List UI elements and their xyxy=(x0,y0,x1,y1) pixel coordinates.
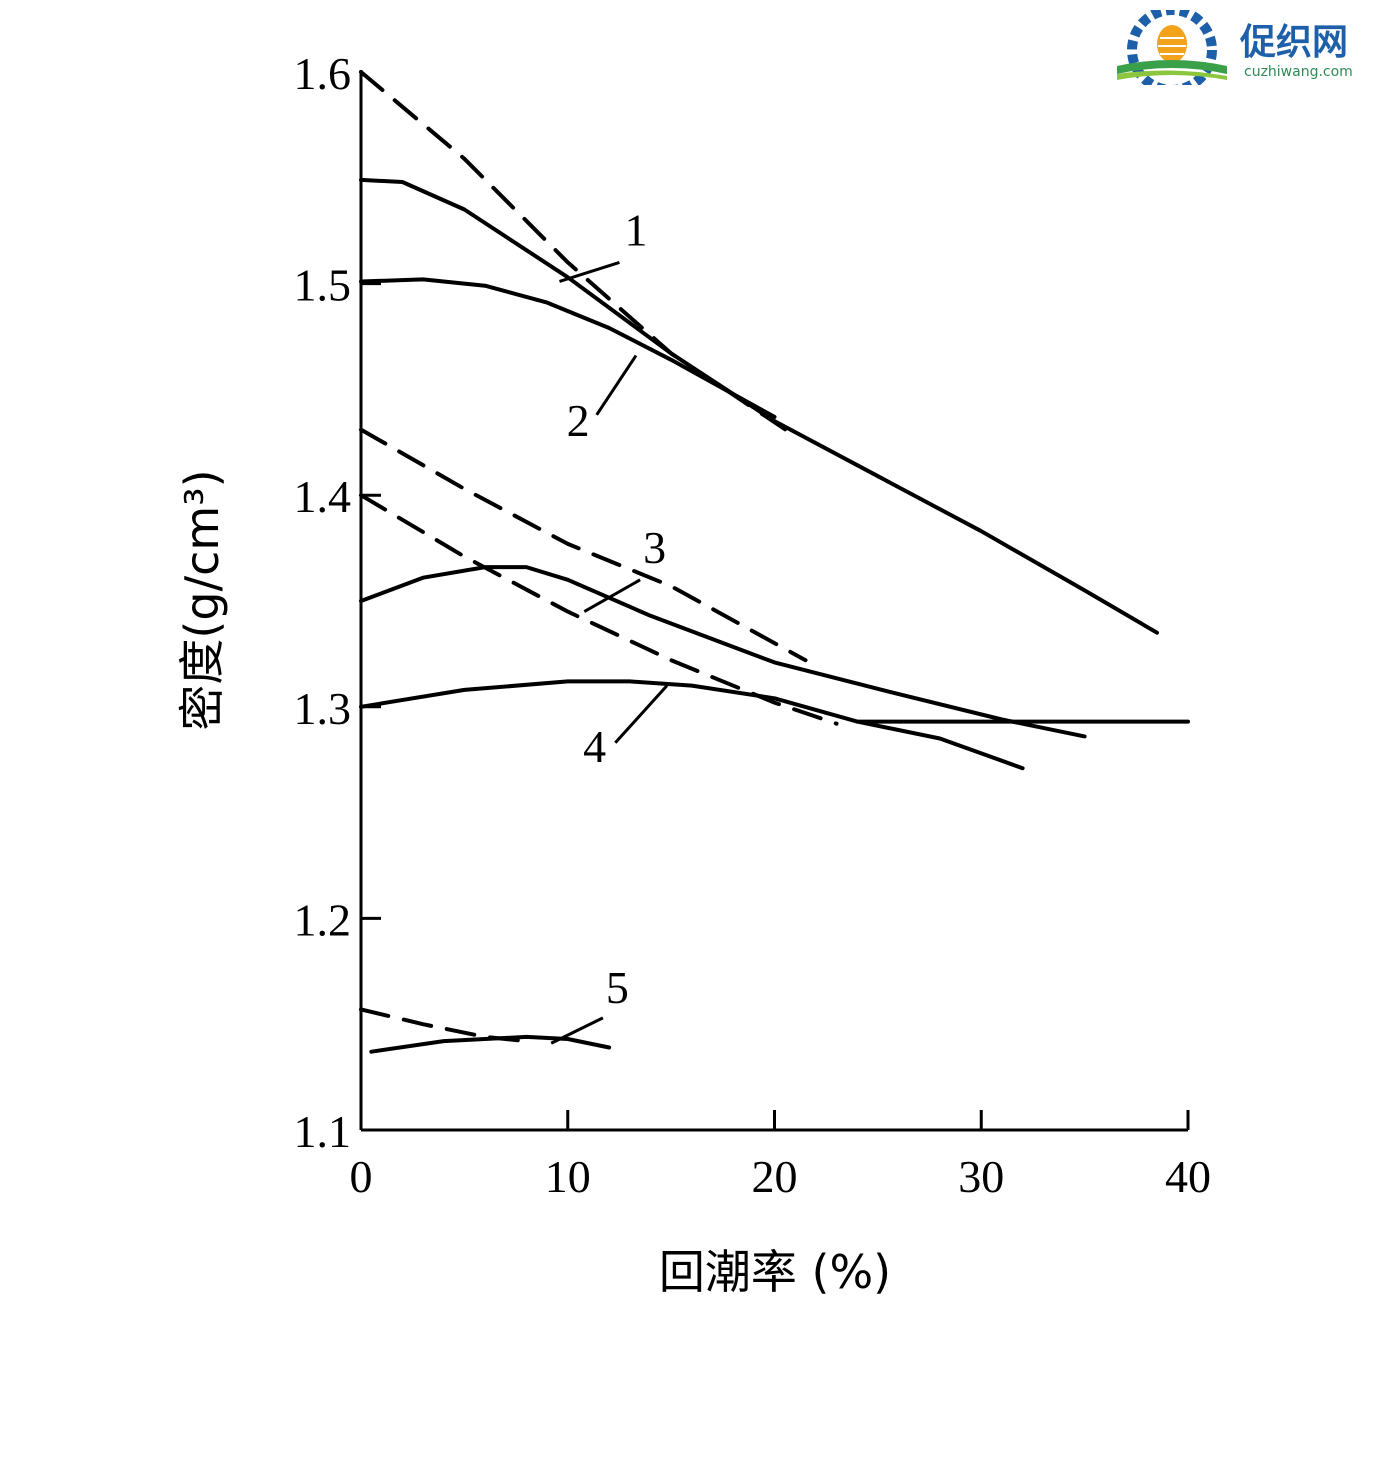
curves xyxy=(359,70,1190,1054)
y-tick-label: 1.5 xyxy=(294,260,352,311)
annotation-pointer-4 xyxy=(614,684,669,744)
series-line-10 xyxy=(369,1034,612,1054)
curve-label-5: 5 xyxy=(606,962,629,1013)
logo-url: cuzhiwang.com xyxy=(1244,64,1353,80)
x-tick-label: 40 xyxy=(1165,1151,1211,1202)
y-tick-label: 1.2 xyxy=(294,894,352,945)
annotation-pointer-1 xyxy=(559,261,620,283)
y-axis-title: 密度(g/cm³) xyxy=(175,469,229,730)
y-tick-label: 1.6 xyxy=(294,48,352,99)
curve-label-2: 2 xyxy=(567,395,590,446)
series-line-7 xyxy=(359,679,1025,771)
x-tick-label: 10 xyxy=(545,1151,591,1202)
series-line-5 xyxy=(359,493,839,726)
x-tick-label: 0 xyxy=(350,1151,373,1202)
series-line-1 xyxy=(359,70,798,438)
logo-name: 促织网 xyxy=(1239,22,1348,63)
y-tick-label: 1.3 xyxy=(294,683,352,734)
x-tick-label: 30 xyxy=(958,1151,1004,1202)
x-axis-title: 回潮率 (%) xyxy=(659,1245,891,1299)
series-line-6 xyxy=(359,565,1087,739)
book-base-icon xyxy=(1117,70,1227,80)
site-logo: 促织网 cuzhiwang.com xyxy=(1117,10,1353,85)
y-tick-label: 1.1 xyxy=(294,1106,352,1157)
x-tick-label: 20 xyxy=(752,1151,798,1202)
curve-label-1: 1 xyxy=(624,205,647,256)
annotation-pointers xyxy=(550,261,669,1045)
book-icon xyxy=(1117,60,1227,74)
series-line-4 xyxy=(359,427,808,663)
y-tick-label: 1.4 xyxy=(294,471,352,522)
series-line-3 xyxy=(359,277,777,419)
annotation-pointer-2 xyxy=(595,354,638,416)
labels: 0 10 20 30 40 1.1 1.2 1.3 1.4 1.5 1.6 1 2 3 4 5 xyxy=(294,48,1212,1202)
curve-label-3: 3 xyxy=(643,522,666,573)
curve-label-4: 4 xyxy=(583,721,606,772)
annotation-pointer-5 xyxy=(550,1016,604,1045)
annotation-pointer-3 xyxy=(583,578,641,613)
axes xyxy=(359,70,1190,1132)
